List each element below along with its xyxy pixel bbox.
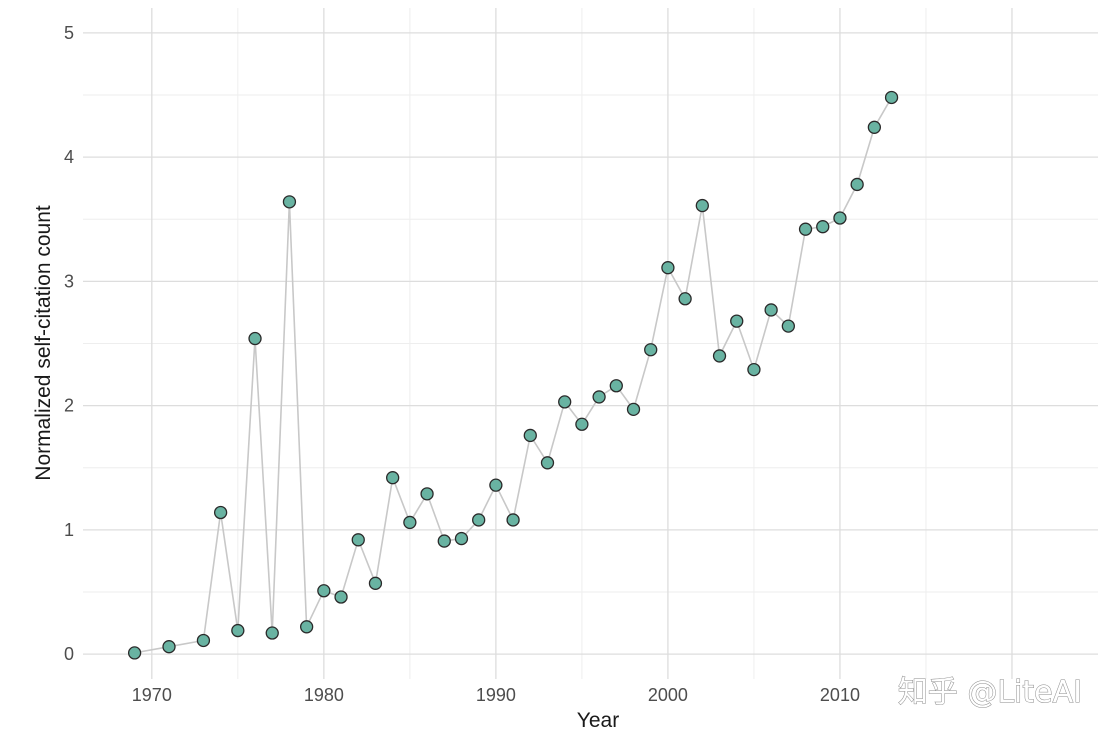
data-point [867, 120, 882, 134]
data-point [282, 195, 297, 209]
data-point [248, 331, 262, 346]
y-tick-label: 0 [64, 644, 74, 664]
x-axis-title: Year [577, 709, 619, 732]
data-point [661, 261, 675, 275]
x-tick-label: 1970 [132, 685, 172, 705]
data-point [299, 620, 314, 634]
data-point [816, 220, 830, 234]
data-point [558, 395, 572, 409]
data-point [592, 390, 606, 404]
data-point [317, 584, 331, 598]
data-point [730, 314, 744, 328]
y-tick-label: 2 [64, 396, 74, 416]
y-tick-labels: 0 1 2 3 4 5 [64, 23, 74, 664]
data-point [575, 417, 589, 431]
data-point [454, 531, 469, 546]
series-points [127, 90, 899, 660]
data-point [747, 362, 761, 377]
x-tick-label: 2000 [648, 685, 688, 705]
data-point [540, 456, 555, 470]
watermark-text: 知乎 @LiteAI [898, 675, 1082, 710]
data-point [626, 402, 641, 417]
data-point [695, 198, 709, 213]
y-tick-label: 1 [64, 520, 74, 540]
grid-minor [83, 8, 1098, 679]
data-point [265, 626, 279, 640]
data-point [437, 534, 451, 548]
data-point [764, 303, 778, 317]
x-tick-label: 1990 [476, 685, 516, 705]
data-point [678, 292, 692, 306]
data-point [420, 487, 434, 501]
data-point [472, 513, 486, 527]
data-point [523, 428, 537, 443]
data-point [644, 343, 658, 357]
data-point [127, 646, 142, 660]
x-tick-labels: 1970 1980 1990 2000 2010 [132, 685, 860, 705]
data-point [231, 623, 245, 638]
y-tick-label: 4 [64, 147, 74, 167]
y-axis-title: Normalized self-citation count [32, 205, 55, 481]
data-point [781, 319, 795, 333]
data-point [712, 349, 727, 363]
data-point [334, 590, 348, 604]
data-point [403, 515, 417, 530]
data-point [196, 633, 211, 648]
data-point [489, 478, 503, 492]
y-tick-label: 3 [64, 271, 74, 291]
x-tick-label: 2010 [820, 685, 860, 705]
data-point [162, 640, 176, 654]
data-point [798, 222, 813, 236]
data-point [368, 576, 383, 590]
x-tick-label: 1980 [304, 685, 344, 705]
data-point [884, 90, 899, 105]
data-point [506, 513, 520, 527]
data-point [833, 211, 847, 225]
data-point [609, 379, 623, 393]
data-point [850, 177, 864, 192]
data-point [351, 533, 365, 547]
y-tick-label: 5 [64, 23, 74, 43]
data-point [386, 471, 400, 485]
data-point [213, 505, 228, 520]
grid-major [83, 8, 1098, 679]
